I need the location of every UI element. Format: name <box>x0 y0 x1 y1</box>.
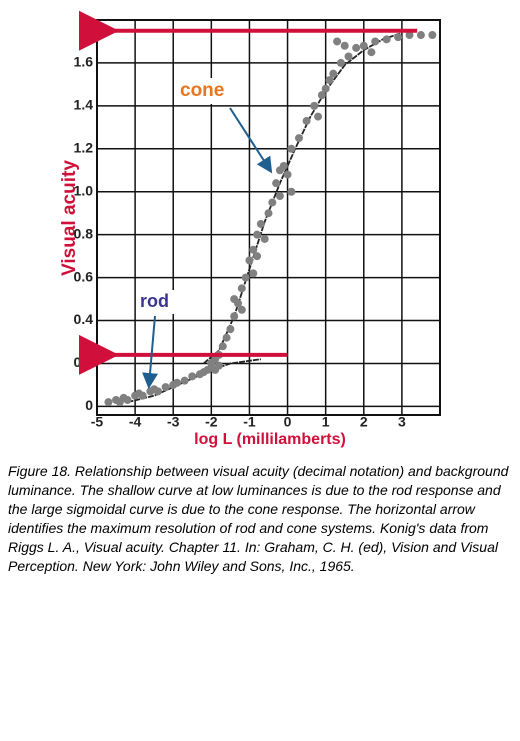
data-point <box>405 31 414 40</box>
y-tick-label: 0 <box>85 397 93 413</box>
x-tick-label: -5 <box>91 414 104 430</box>
data-point <box>314 112 323 121</box>
data-point <box>283 170 292 179</box>
annotation: cone <box>180 80 224 101</box>
data-point <box>428 31 437 40</box>
x-tick-label: -2 <box>205 414 218 430</box>
x-tick-label: -3 <box>167 414 180 430</box>
data-point <box>230 295 239 304</box>
data-point <box>333 37 342 46</box>
data-point <box>180 376 189 385</box>
data-point <box>226 325 235 334</box>
data-point <box>287 144 296 153</box>
data-point <box>416 31 425 40</box>
y-axis-label: Visual acuity <box>59 160 80 276</box>
data-point <box>241 273 250 282</box>
data-point <box>153 387 162 396</box>
data-point <box>371 37 380 46</box>
data-point <box>123 395 132 404</box>
x-tick-label: 0 <box>284 414 292 430</box>
caption-line: Riggs L. A., Visual acuity. Chapter 11. … <box>8 539 498 555</box>
data-point <box>214 361 223 370</box>
data-point <box>294 134 303 143</box>
data-point <box>302 116 311 125</box>
data-point <box>287 187 296 196</box>
data-point <box>367 48 376 57</box>
label-bg <box>176 78 232 104</box>
y-tick-label: 0.2 <box>74 354 94 370</box>
data-point <box>218 342 227 351</box>
data-point <box>382 35 391 44</box>
data-point <box>138 391 147 400</box>
data-point <box>237 305 246 314</box>
caption-line: identifies the maximum resolution of rod… <box>8 520 489 536</box>
data-point <box>256 219 265 228</box>
y-tick-label: 0.8 <box>74 225 94 241</box>
data-point <box>321 84 330 93</box>
data-point <box>173 378 182 387</box>
data-point <box>344 52 353 61</box>
annotation-arrow <box>229 107 273 174</box>
data-point <box>264 209 273 218</box>
data-point <box>253 230 262 239</box>
data-point <box>340 41 349 50</box>
data-point <box>161 383 170 392</box>
data-point <box>245 256 254 265</box>
y-tick-label: 0.6 <box>74 268 94 284</box>
x-tick-label: 2 <box>360 414 368 430</box>
x-tick-label: -1 <box>243 414 256 430</box>
data-point <box>336 58 345 67</box>
x-tick-label: 3 <box>398 414 406 430</box>
plot-area <box>96 19 441 416</box>
data-point <box>260 234 269 243</box>
x-tick-label: 1 <box>322 414 330 430</box>
y-tick-label: 1.0 <box>74 182 94 198</box>
data-point <box>104 398 113 407</box>
data-point <box>222 333 231 342</box>
data-point <box>317 91 326 100</box>
data-point <box>188 372 197 381</box>
y-tick-label: 1.6 <box>74 54 94 70</box>
annotation: rod <box>140 291 169 311</box>
data-point <box>272 179 281 188</box>
data-point <box>279 161 288 170</box>
caption: Figure 18. Relationship between visual a… <box>8 462 513 576</box>
chart: Visual acuity log L (millilamberts) 0 0.2… <box>59 10 441 448</box>
fit-curve <box>127 358 262 403</box>
data-point <box>253 252 262 261</box>
y-tick-label: 1.2 <box>74 140 94 156</box>
data-point <box>249 245 258 254</box>
data-point <box>310 101 319 110</box>
data-point <box>359 41 368 50</box>
data-point <box>237 284 246 293</box>
caption-line: Figure 18. Relationship between visual a… <box>8 463 509 479</box>
caption-line: the large sigmoidal curve is due to the … <box>8 501 475 517</box>
y-tick-label: 1.4 <box>74 97 94 113</box>
x-tick-label: -4 <box>129 414 142 430</box>
caption-line: Perception. New York: John Wiley and Son… <box>8 558 355 574</box>
data-point <box>249 269 258 278</box>
data-point <box>394 33 403 42</box>
annotation-arrow <box>142 315 159 389</box>
data-point <box>268 198 277 207</box>
data-point <box>230 312 239 321</box>
caption-line: luminance. The shallow curve at low lumi… <box>8 482 501 498</box>
data-point <box>275 192 284 201</box>
data-point <box>329 69 338 78</box>
label-bg <box>136 290 176 314</box>
y-tick-label: 0.4 <box>74 311 94 327</box>
data-point <box>325 76 334 85</box>
data-point <box>352 43 361 52</box>
x-axis-label: log L (millilamberts) <box>194 431 346 448</box>
